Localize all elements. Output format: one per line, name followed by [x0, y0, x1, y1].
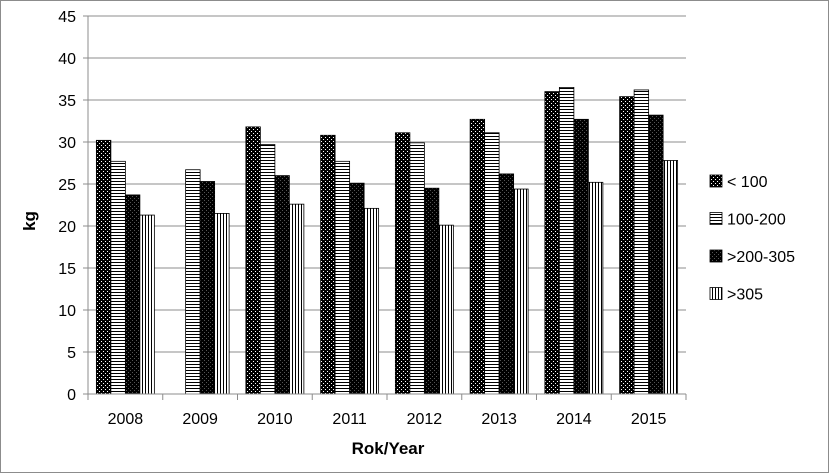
bar-series-2 [558, 87, 575, 395]
y-tick-label: 0 [67, 387, 76, 404]
bar-series-2 [110, 160, 126, 395]
x-axis-title: Rok/Year [352, 439, 425, 458]
bar-series-4 [587, 181, 604, 395]
x-tick-labels: 2008 2009 2010 2011 2012 2013 2014 2015 [108, 411, 667, 428]
x-tick-label: 2008 [108, 411, 144, 428]
bar-series-3 [423, 187, 440, 395]
y-tick-label: 10 [58, 303, 76, 320]
bar-series-3 [573, 118, 589, 395]
bar-series-2 [185, 169, 201, 395]
bar-series-4 [214, 212, 230, 395]
y-axis-title: kg [20, 211, 39, 231]
bars [95, 87, 679, 395]
x-tick-label: 2013 [481, 411, 517, 428]
bar-series-3 [274, 175, 290, 395]
legend-label: 100-200 [727, 212, 786, 229]
bar-series-2 [334, 160, 351, 395]
legend-label: >305 [727, 287, 763, 304]
y-tick-label: 15 [58, 261, 76, 278]
bar-series-1 [95, 139, 112, 395]
legend-swatch [709, 287, 723, 300]
bar-series-2 [259, 144, 276, 395]
legend-swatch [709, 212, 723, 225]
bar-series-1 [469, 118, 486, 395]
bar-series-1 [619, 96, 635, 395]
bar-series-3 [648, 114, 664, 395]
x-tick-label: 2012 [407, 411, 443, 428]
y-tick-label: 5 [67, 345, 76, 362]
y-tick-label: 25 [58, 177, 76, 194]
bar-series-1 [245, 126, 261, 395]
bar-series-3 [498, 173, 515, 395]
legend: < 100 100-200 >200-305 >305 [709, 174, 795, 304]
legend-label: >200-305 [727, 249, 795, 266]
bar-series-4 [513, 188, 529, 395]
bar-series-2 [633, 89, 650, 395]
x-tick-label: 2011 [332, 411, 367, 428]
y-tick-labels: 0 5 10 15 20 25 30 35 40 45 [58, 9, 76, 404]
legend-swatch [709, 174, 723, 188]
bar-series-4 [139, 214, 155, 395]
axes [87, 16, 687, 400]
y-tick-label: 40 [58, 51, 76, 68]
y-tick-label: 35 [58, 93, 76, 110]
x-tick-label: 2014 [556, 411, 592, 428]
legend-label: < 100 [727, 174, 768, 191]
y-tick-label: 20 [58, 219, 76, 236]
legend-swatch [709, 249, 723, 263]
y-tick-label: 30 [58, 135, 76, 152]
bar-series-3 [349, 182, 365, 395]
bar-series-2 [409, 142, 425, 395]
y-tick-label: 45 [58, 9, 76, 26]
bar-series-4 [438, 224, 454, 395]
bar-series-2 [484, 132, 500, 395]
bar-series-4 [363, 207, 380, 395]
bar-series-1 [320, 134, 336, 395]
x-tick-label: 2009 [182, 411, 218, 428]
bar-series-1 [544, 91, 560, 395]
bar-series-3 [124, 194, 141, 395]
x-tick-label: 2015 [631, 411, 667, 428]
bar-series-4 [662, 160, 679, 395]
bar-series-3 [199, 181, 216, 395]
bar-series-1 [394, 132, 411, 395]
bar-series-4 [288, 203, 305, 395]
x-tick-label: 2010 [257, 411, 293, 428]
